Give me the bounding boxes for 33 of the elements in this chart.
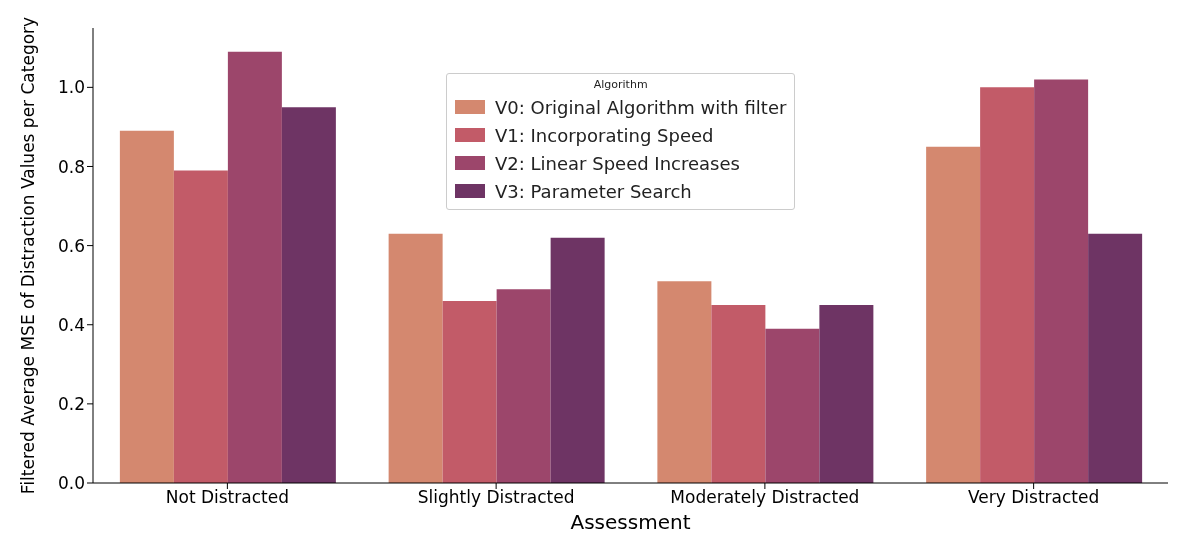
y-tick-label: 0.4: [57, 314, 85, 335]
bar: [657, 281, 712, 483]
bar: [926, 146, 981, 483]
x-axis-title: Assessment: [570, 510, 691, 534]
y-tick-label: 0.8: [57, 156, 85, 177]
y-tick-label: 0.6: [57, 235, 85, 256]
bar: [442, 301, 497, 483]
x-tick-label: Moderately Distracted: [670, 487, 860, 508]
x-tick-label: Very Distracted: [968, 487, 1100, 508]
bar: [550, 237, 605, 483]
x-tick-label: Slightly Distracted: [417, 487, 575, 508]
bar: [173, 170, 228, 483]
legend-label: V3: Parameter Search: [495, 180, 692, 202]
bar: [119, 130, 174, 483]
bar: [1088, 233, 1143, 483]
legend-label: V0: Original Algorithm with filter: [495, 96, 787, 118]
bar: [281, 107, 336, 483]
bar: [1034, 79, 1089, 483]
legend-label: V2: Linear Speed Increases: [495, 152, 740, 174]
legend-label: V1: Incorporating Speed: [495, 124, 714, 146]
y-tick-label: 1.0: [57, 77, 85, 98]
bar: [980, 87, 1035, 483]
legend-title: Algorithm: [592, 78, 649, 91]
y-axis-title: Filtered Average MSE of Distraction Values per Category: [18, 16, 39, 495]
x-tick-label: Not Distracted: [165, 487, 289, 508]
bar: [227, 51, 282, 483]
bar: [388, 233, 443, 483]
bar: [496, 289, 551, 483]
y-tick-label: 0.2: [57, 393, 85, 414]
y-tick-label: 0.0: [57, 473, 85, 494]
bar: [765, 328, 820, 483]
bar: [711, 304, 766, 483]
bar: [819, 304, 874, 483]
